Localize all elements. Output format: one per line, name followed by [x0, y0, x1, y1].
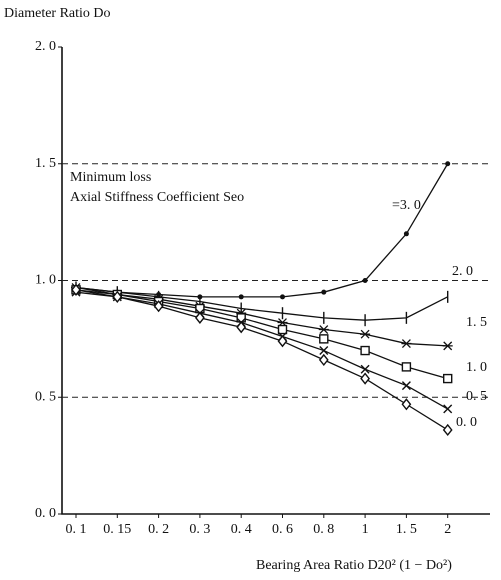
marker: [443, 373, 453, 384]
marker: [360, 345, 370, 356]
x-axis-label: Bearing Area Ratio D20² (1 − Do²): [256, 558, 452, 573]
x-tick-label: 0. 6: [272, 522, 293, 537]
y-tick-label: 0. 0: [35, 506, 56, 521]
marker: [362, 278, 368, 283]
y-tick-label: 2. 0: [35, 39, 56, 54]
x-tick-label: 0. 4: [231, 522, 252, 537]
marker: [153, 300, 164, 313]
marker: [442, 423, 453, 437]
marker: [277, 335, 288, 348]
marker: [112, 290, 123, 303]
marker: [71, 283, 81, 296]
marker: [318, 353, 329, 367]
x-tick-label: 0. 15: [103, 522, 131, 537]
series-label: =3. 0: [392, 198, 421, 213]
marker: [445, 161, 451, 167]
marker: [401, 339, 412, 349]
marker: [319, 346, 329, 356]
annotation: Minimum loss: [70, 170, 151, 185]
series-label: 0. 5: [466, 389, 487, 404]
marker: [442, 341, 453, 351]
marker: [318, 325, 329, 334]
marker: [443, 404, 453, 414]
marker: [321, 289, 327, 295]
annotation: Axial Stiffness Coefficient Seo: [70, 190, 244, 205]
series-line: [75, 286, 448, 347]
y-tick-label: 0. 5: [35, 389, 56, 404]
x-tick-label: 0. 1: [66, 522, 87, 537]
marker: [319, 334, 329, 344]
series-label: 1. 0: [466, 360, 487, 375]
series-line: [75, 289, 449, 431]
marker: [360, 329, 371, 339]
x-tick-label: 1: [362, 522, 369, 537]
series-line: [75, 286, 448, 321]
x-tick-label: 0. 8: [313, 522, 334, 537]
y-axis-label: Diameter Ratio Do: [4, 6, 111, 21]
marker: [195, 311, 205, 324]
x-tick-label: 0. 3: [189, 522, 210, 537]
marker: [236, 321, 247, 334]
marker: [360, 364, 370, 374]
series-label: 1. 5: [466, 315, 487, 330]
marker: [238, 294, 244, 300]
marker: [401, 398, 412, 411]
marker: [401, 381, 411, 391]
x-tick-label: 2: [444, 522, 451, 537]
x-tick-label: 1. 5: [396, 522, 417, 537]
series-label: 2. 0: [452, 264, 473, 279]
x-tick-label: 0. 2: [148, 522, 169, 537]
marker: [277, 324, 288, 335]
series-line: [75, 291, 449, 410]
marker: [360, 372, 370, 385]
marker: [403, 231, 409, 237]
y-tick-label: 1. 5: [35, 156, 56, 171]
marker: [401, 362, 412, 372]
series-label: 0. 0: [456, 415, 477, 430]
marker: [280, 294, 285, 300]
series-line: [75, 163, 449, 298]
series-line: [75, 289, 448, 380]
y-tick-label: 1. 0: [35, 273, 56, 288]
